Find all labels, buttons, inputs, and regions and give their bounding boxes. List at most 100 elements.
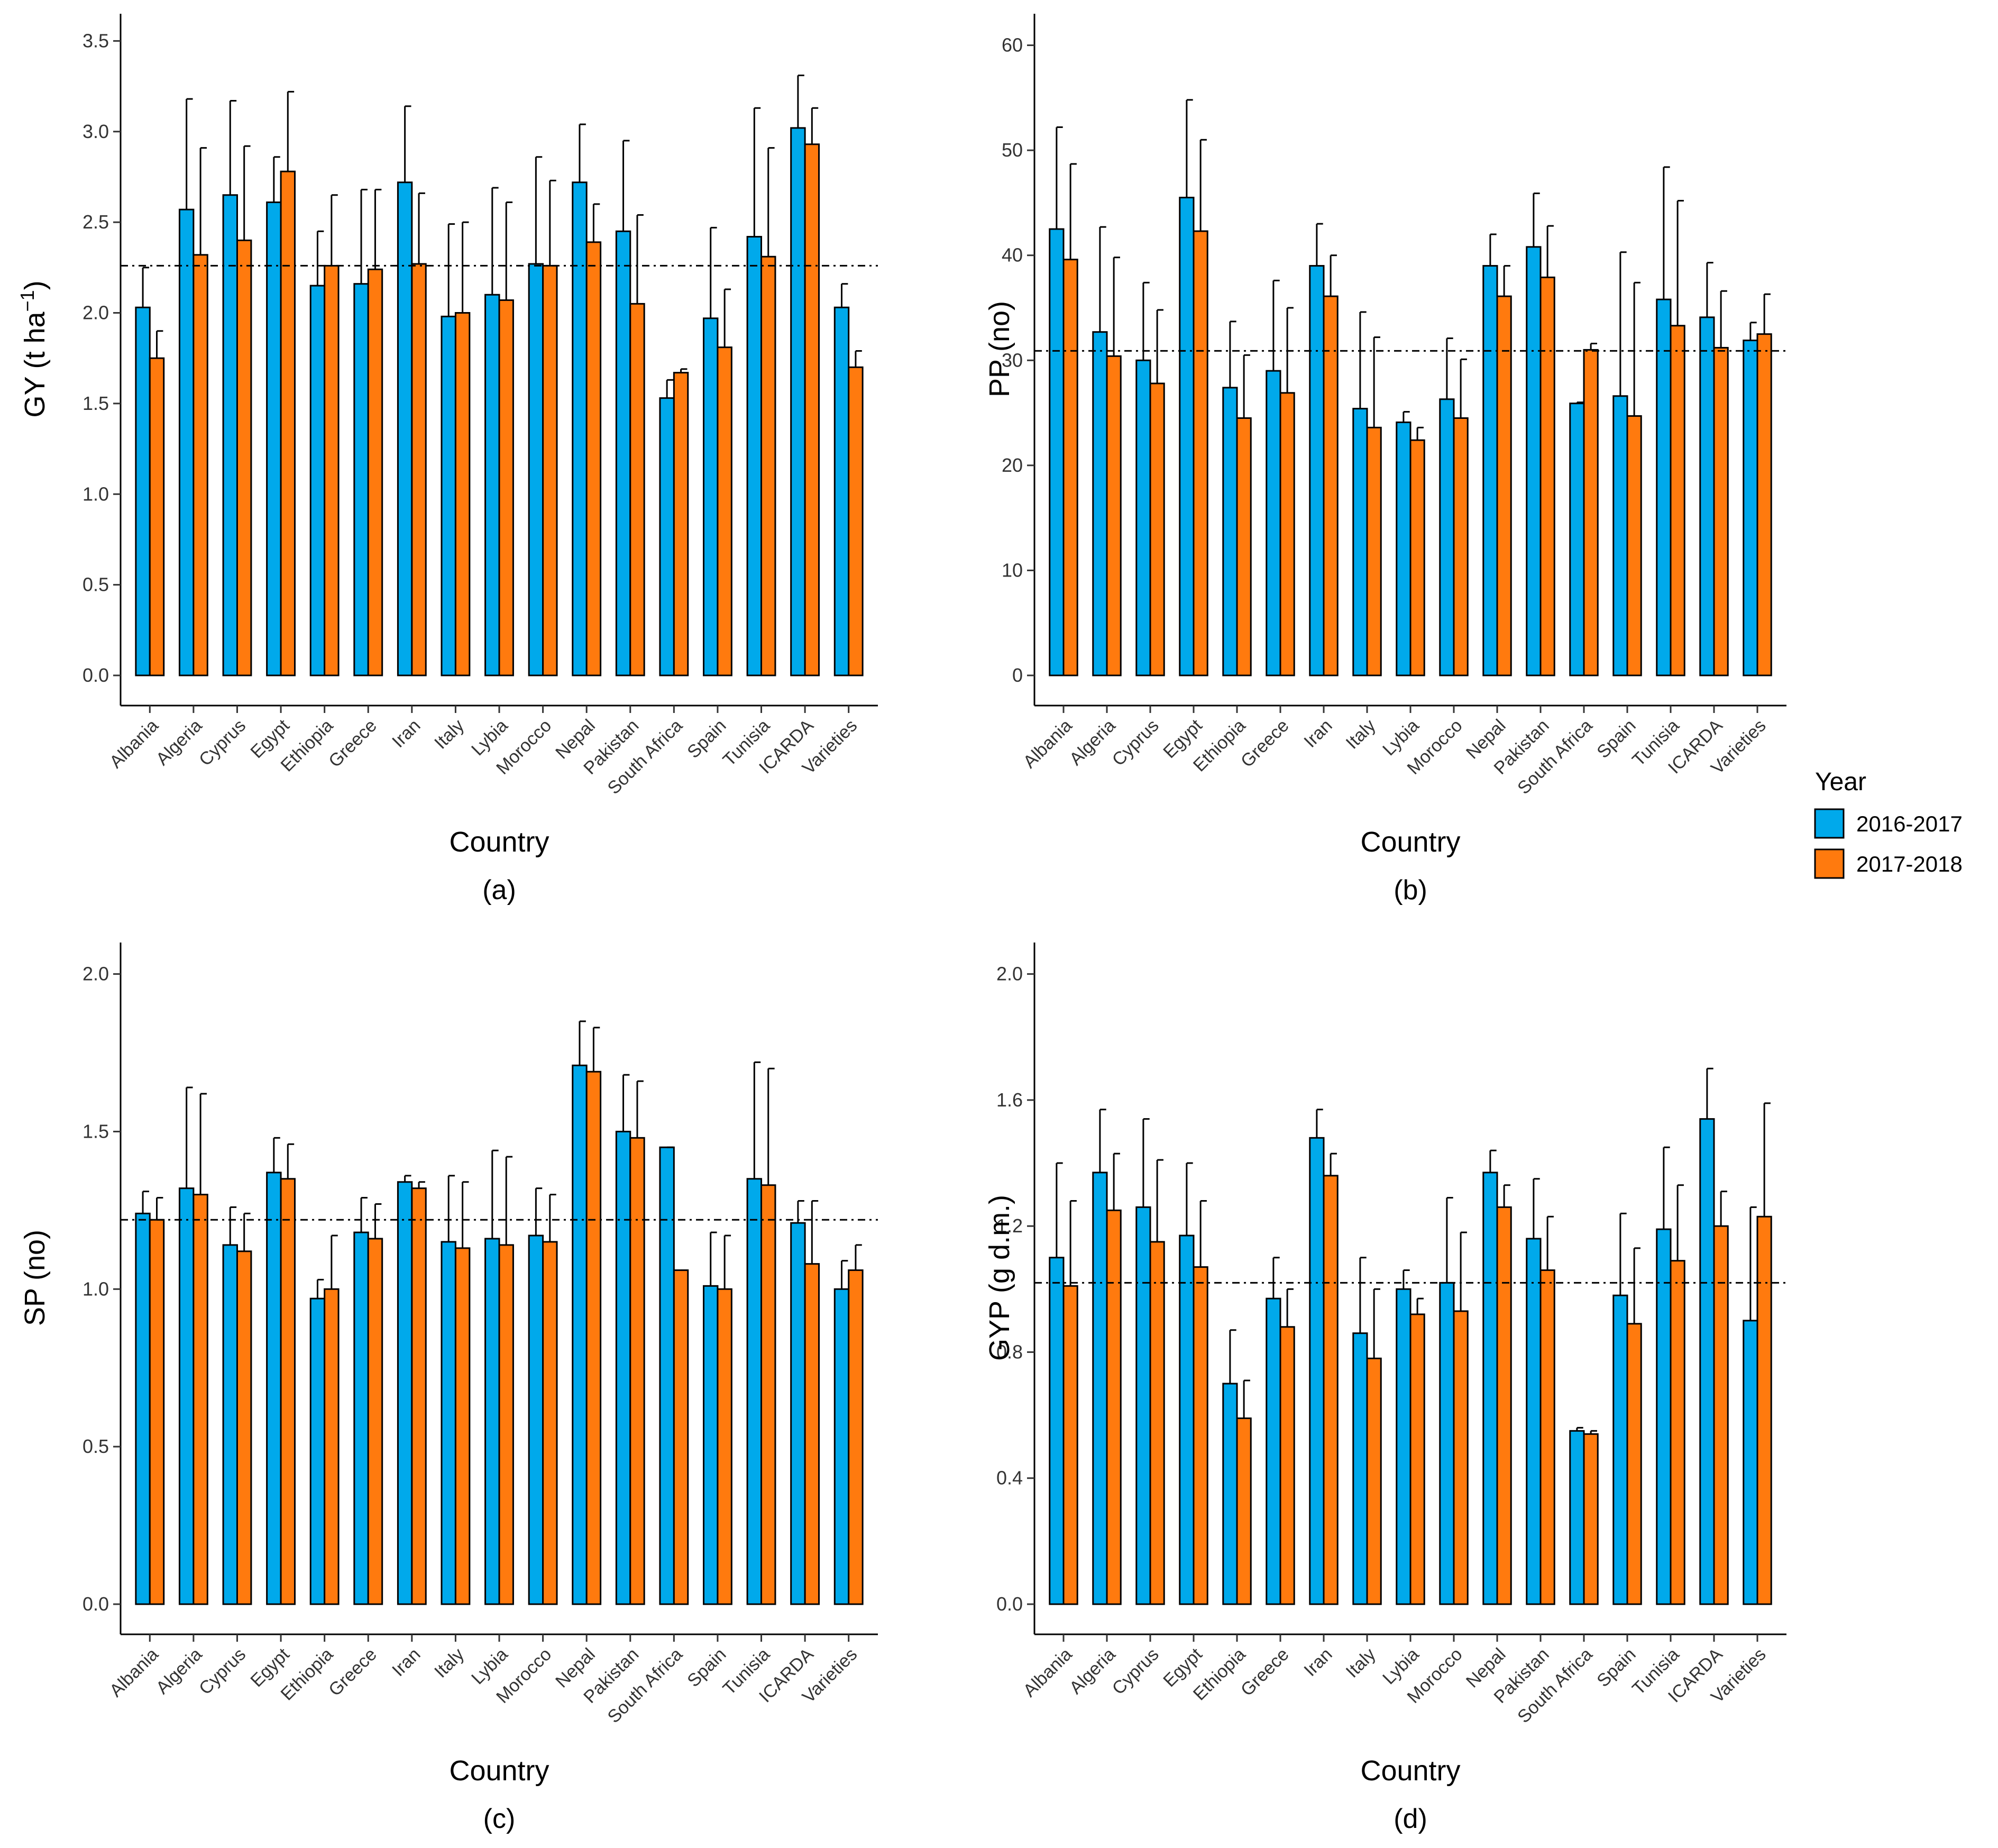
bar-italy-2017-2018 (1366, 1357, 1382, 1605)
bar-morocco-2017-2018 (1453, 1310, 1469, 1605)
x-axis-title: Country (1360, 826, 1460, 858)
x-tick-label-cyprus: Cyprus (1108, 1644, 1163, 1699)
bar-albania-2017-2018 (149, 357, 165, 676)
bar-cyprus-2017-2018 (1149, 1241, 1165, 1605)
bar-pakistan-2016-2017 (615, 230, 631, 676)
bar-pakistan-2016-2017 (615, 1130, 631, 1605)
x-tick-label-albania: Albania (106, 716, 162, 772)
bar-ethiopia-2016-2017 (1222, 1383, 1238, 1605)
panel-label: (a) (482, 875, 516, 905)
bar-lybia-2016-2017 (1396, 421, 1412, 676)
bar-south-africa-2017-2018 (673, 372, 689, 676)
y-tick-label: 40 (1002, 244, 1023, 266)
bar-tunisia-2016-2017 (1656, 298, 1672, 676)
bar-icarda-2017-2018 (804, 1263, 820, 1605)
bar-pakistan-2017-2018 (1539, 276, 1555, 676)
x-tick-label-algeria: Algeria (152, 1644, 206, 1698)
panel-label: (c) (483, 1804, 516, 1834)
bar-greece-2016-2017 (353, 283, 369, 676)
bar-pakistan-2016-2017 (1526, 1238, 1542, 1605)
bar-ethiopia-2016-2017 (1222, 387, 1238, 676)
bar-south-africa-2016-2017 (1569, 1430, 1585, 1605)
bar-varieties-2016-2017 (833, 1288, 850, 1605)
bar-tunisia-2017-2018 (760, 1184, 776, 1605)
bar-cyprus-2016-2017 (222, 194, 238, 676)
x-tick-label-cyprus: Cyprus (195, 1644, 250, 1699)
bar-morocco-2016-2017 (528, 263, 544, 676)
bar-nepal-2017-2018 (585, 241, 602, 676)
bar-albania-2016-2017 (135, 306, 151, 676)
y-tick-label: 60 (1002, 34, 1023, 56)
chart-panel-d: 0.00.40.81.21.62.0AlbaniaAlgeriaCyprusEg… (984, 943, 1786, 1834)
x-tick-label-iran: Iran (388, 716, 424, 752)
bar-greece-2016-2017 (353, 1231, 369, 1605)
y-tick-label: 50 (1002, 139, 1023, 161)
bar-italy-2016-2017 (1352, 408, 1368, 676)
bar-spain-2017-2018 (1626, 415, 1642, 676)
bar-tunisia-2016-2017 (1656, 1228, 1672, 1605)
bar-varieties-2016-2017 (1743, 340, 1758, 676)
bar-tunisia-2016-2017 (746, 236, 763, 676)
bar-albania-2016-2017 (135, 1212, 151, 1605)
y-tick-label: 0 (1012, 664, 1023, 686)
x-tick-label-algeria: Algeria (1066, 716, 1120, 770)
legend-title: Year (1815, 768, 1866, 796)
x-tick-label-iran: Iran (388, 1644, 424, 1680)
legend: Year 2016-2017 2017-2018 (1814, 768, 1963, 879)
y-tick-label: 20 (1002, 454, 1023, 476)
y-tick-label: 0.5 (83, 574, 109, 596)
bar-varieties-2016-2017 (833, 306, 850, 676)
bar-algeria-2017-2018 (193, 1194, 208, 1605)
y-tick-label: 0.0 (83, 1593, 109, 1615)
chart-panel-c: 0.00.51.01.52.0AlbaniaAlgeriaCyprusEgypt… (19, 943, 878, 1834)
bar-pakistan-2017-2018 (629, 1137, 645, 1605)
bar-south-africa-2016-2017 (659, 397, 675, 676)
bar-varieties-2017-2018 (1756, 1215, 1772, 1605)
bar-greece-2017-2018 (1279, 392, 1295, 676)
bar-albania-2016-2017 (1049, 228, 1065, 676)
x-tick-label-albania: Albania (1020, 716, 1076, 772)
bar-italy-2016-2017 (441, 315, 456, 676)
bar-cyprus-2016-2017 (1135, 359, 1151, 676)
bar-lybia-2016-2017 (1396, 1288, 1412, 1605)
bar-algeria-2016-2017 (1092, 331, 1108, 676)
x-tick-label-greece: Greece (325, 1644, 381, 1700)
bar-varieties-2017-2018 (1756, 333, 1772, 676)
bar-varieties-2017-2018 (848, 1269, 864, 1605)
x-tick-label-iran: Iran (1300, 1644, 1336, 1680)
bar-ethiopia-2017-2018 (1236, 1417, 1252, 1605)
y-tick-label: 30 (1002, 349, 1023, 371)
y-tick-label: 2.0 (83, 302, 109, 324)
bar-south-africa-2017-2018 (1583, 349, 1599, 676)
bar-varieties-2016-2017 (1743, 1320, 1758, 1605)
x-tick-label-albania: Albania (106, 1644, 162, 1701)
x-tick-label-greece: Greece (1237, 1644, 1293, 1700)
x-axis-title: Country (1360, 1755, 1460, 1787)
bar-ethiopia-2016-2017 (309, 1297, 326, 1605)
legend-label-2017-2018: 2017-2018 (1856, 852, 1963, 876)
bar-albania-2017-2018 (149, 1219, 165, 1605)
bar-greece-2016-2017 (1266, 1297, 1281, 1605)
bar-albania-2016-2017 (1049, 1257, 1065, 1605)
bar-icarda-2017-2018 (1713, 346, 1729, 676)
y-tick-label: 0.8 (996, 1341, 1023, 1362)
bar-varieties-2017-2018 (848, 366, 864, 676)
bar-cyprus-2016-2017 (222, 1244, 238, 1605)
bar-italy-2017-2018 (454, 312, 471, 676)
bar-tunisia-2017-2018 (760, 255, 776, 676)
x-tick-label-algeria: Algeria (152, 716, 206, 770)
bar-egypt-2017-2018 (280, 1178, 296, 1605)
bar-south-africa-2016-2017 (1569, 402, 1585, 676)
x-axis-title: Country (449, 1755, 549, 1787)
bar-spain-2016-2017 (703, 317, 719, 676)
x-tick-label-italy: Italy (430, 716, 468, 753)
panel-label: (b) (1394, 875, 1427, 905)
y-tick-label: 1.5 (83, 1120, 109, 1142)
bar-cyprus-2017-2018 (236, 1250, 252, 1605)
bar-icarda-2017-2018 (804, 143, 820, 676)
y-axis-title: GY (t ha−1) (16, 280, 51, 417)
chart-panel-b: 0102030405060AlbaniaAlgeriaCyprusEgyptEt… (984, 14, 1786, 905)
bar-iran-2017-2018 (411, 263, 427, 676)
bar-italy-2017-2018 (1366, 426, 1382, 676)
